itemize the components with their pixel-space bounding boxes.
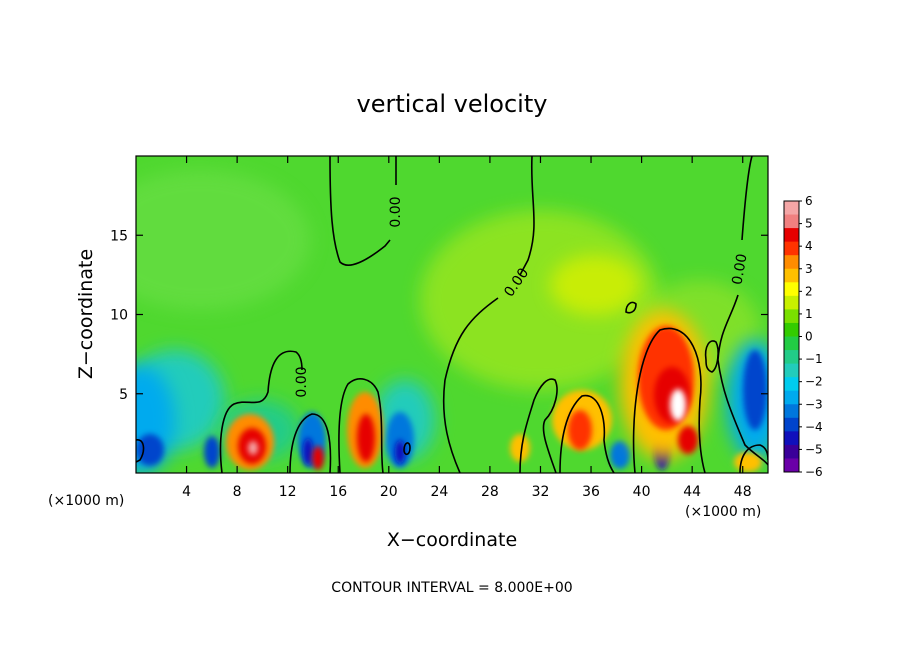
x-tick-label: 40 (633, 484, 651, 500)
colorbar-tick-label: 0 (805, 330, 813, 344)
contour-line (717, 294, 768, 466)
x-tick-label: 4 (182, 484, 191, 500)
colorbar-swatch (784, 241, 799, 256)
x-units-right: (×1000 m) (685, 504, 761, 520)
colorbar-swatch (784, 282, 799, 297)
contour-label: 0.00 (388, 196, 404, 227)
contour-line (329, 156, 391, 266)
x-tick-label: 36 (582, 484, 600, 500)
colorbar-tick-label: −1 (805, 352, 823, 366)
chart-title: vertical velocity (357, 90, 548, 118)
contour-label: 0.00 (294, 366, 310, 397)
colorbar-swatch (784, 363, 799, 378)
colorbar-swatch (784, 390, 799, 405)
colorbar-swatch (784, 350, 799, 365)
colorbar-swatch (784, 417, 799, 432)
colorbar-swatch (784, 444, 799, 459)
colorbar-tick-label: −5 (805, 442, 823, 456)
colorbar-swatch (784, 377, 799, 392)
contour-line (136, 439, 145, 463)
colorbar-tick-label: 4 (805, 239, 813, 253)
field-blobs (136, 170, 768, 473)
contour-line (559, 394, 615, 473)
colorbar-swatch (784, 268, 799, 283)
colorbar-tick-label: −2 (805, 375, 823, 389)
contour-line (442, 297, 499, 473)
x-tick-label: 32 (532, 484, 550, 500)
colorbar-tick-label: −4 (805, 420, 823, 434)
x-tick-label: 44 (683, 484, 701, 500)
colorbar-swatch (784, 431, 799, 446)
colorbar-tick-label: 1 (805, 307, 813, 321)
y-axis: 5 10 15 (110, 228, 768, 403)
contour-line (219, 350, 303, 473)
colorbar-tick-label: 6 (805, 194, 813, 208)
contour-line (289, 413, 332, 473)
y-axis-title: Z−coordinate (75, 249, 97, 379)
colorbar-swatch (784, 458, 799, 473)
contour-line (519, 378, 558, 473)
colorbar: 6 5 4 3 2 1 0 −1 −2 −3 −4 −5 −6 (783, 194, 823, 479)
colorbar-swatch (784, 309, 799, 324)
colorbar-swatch (784, 201, 799, 216)
x-units-left: (×1000 m) (48, 493, 124, 509)
x-axis: 4 8 12 16 20 24 28 32 36 40 44 48 (182, 156, 752, 500)
contour-line (403, 442, 411, 456)
colorbar-swatch (784, 228, 799, 243)
contour-interval-text: CONTOUR INTERVAL = 8.000E+00 (331, 580, 572, 596)
y-tick-label: 15 (110, 228, 128, 244)
x-tick-label: 24 (430, 484, 448, 500)
colorbar-tick-label: 5 (805, 217, 813, 231)
x-tick-label: 12 (279, 484, 297, 500)
x-tick-label: 28 (481, 484, 499, 500)
x-tick-label: 20 (380, 484, 398, 500)
plot-area: 0.00 0.00 0.00 0.00 (136, 156, 768, 473)
x-tick-label: 48 (734, 484, 752, 500)
y-tick-label: 10 (110, 308, 128, 324)
colorbar-tick-label: −3 (805, 397, 823, 411)
colorbar-tick-label: 3 (805, 262, 813, 276)
contour-line (704, 340, 719, 373)
zero-contours (136, 156, 768, 473)
contour-line (338, 378, 384, 473)
x-tick-label: 8 (233, 484, 242, 500)
colorbar-tick-label: 2 (805, 284, 813, 298)
colorbar-swatch (784, 295, 799, 310)
contour-line (741, 156, 753, 241)
contour-line (632, 327, 706, 473)
colorbar-swatch (784, 336, 799, 351)
y-tick-label: 5 (119, 387, 128, 403)
contour-line (625, 301, 637, 314)
colorbar-swatch (784, 255, 799, 270)
colorbar-swatch (784, 404, 799, 419)
contour-label: 0.00 (729, 253, 750, 286)
x-axis-title: X−coordinate (387, 529, 517, 551)
colorbar-swatch (784, 214, 799, 229)
contour-line (519, 156, 535, 276)
colorbar-swatch (784, 322, 799, 337)
x-tick-label: 16 (329, 484, 347, 500)
colorbar-tick-label: −6 (805, 465, 823, 479)
